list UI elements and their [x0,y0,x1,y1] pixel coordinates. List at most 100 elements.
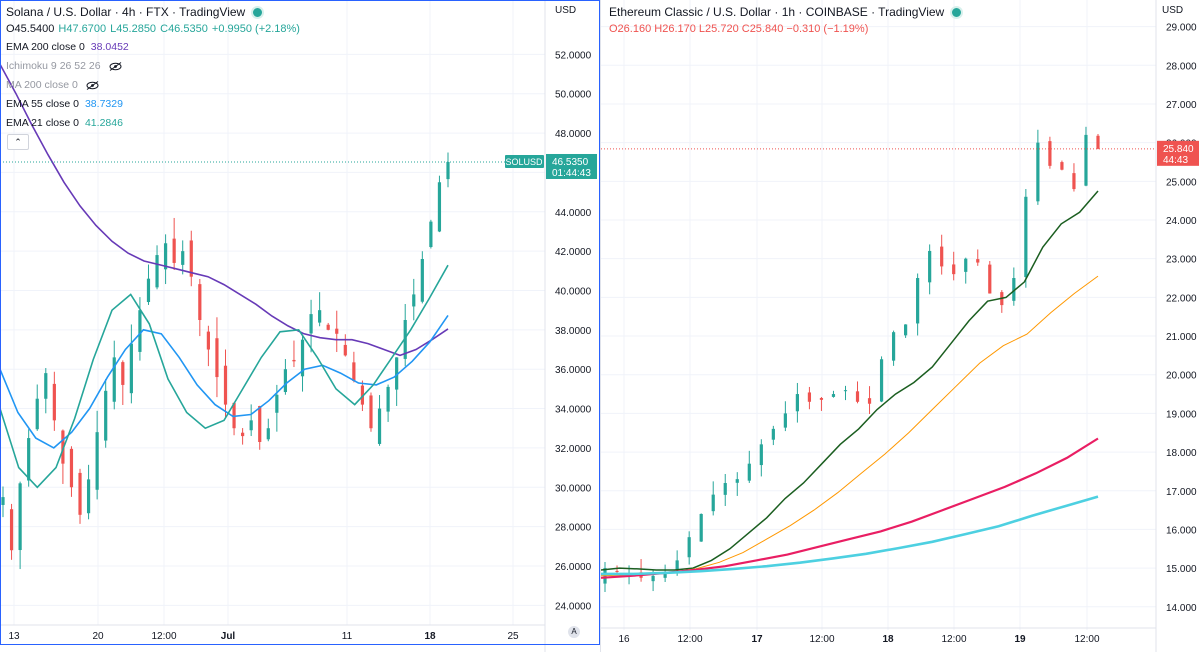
indicator-row[interactable]: EMA 55 close 0 38.7329 [6,98,123,110]
y-tick-label: 42.0000 [555,247,592,258]
candle-body [446,161,450,180]
candle-body [258,405,262,442]
candle-body [928,250,932,283]
candle-body [964,258,968,272]
candle-body [360,385,365,405]
chart-pane-ethereum-classic[interactable]: 14.000 15.000 16.000 17.000 18.000 19.000 20.0… [601,0,1200,652]
price-tag [546,153,597,179]
y-tick-label: 38.0000 [555,326,592,337]
collapse-legend-button[interactable]: ⌃ [7,134,29,150]
indicator-label: MA 200 close 0 [6,79,78,91]
candle-body [129,343,133,394]
active-pane-border [0,0,600,645]
y-tick-label: 19.000 [1166,409,1197,420]
candle-body [69,448,74,488]
ohlc-low: L45.2850 [110,23,157,35]
candle-body [1084,134,1088,186]
x-tick-label: 20 [92,631,104,642]
x-tick-label: 16 [618,634,630,645]
candle-body [163,243,168,270]
chart-pane-solana[interactable]: 24.0000 26.0000 28.0000 30.0000 32.0000 34.00… [0,0,600,652]
candle-body [916,278,920,324]
candle-body [283,369,288,393]
chart-title-text: Solana / U.S. Dollar · 4h · FTX · Tradin… [6,5,246,19]
candle-body [172,238,176,263]
candle-body [249,420,253,431]
candle-body [275,394,279,413]
ohlc-legend: O45.5400 H47.6700 L45.2850 C46.5350 +0.9… [6,23,300,35]
candle-body [369,395,373,429]
candles [603,126,1100,593]
eye-hidden-icon[interactable] [109,61,122,71]
x-tick-label: 13 [8,631,20,642]
y-tick-label: 30.0000 [555,483,592,494]
indicator-row[interactable]: EMA 21 close 0 41.2846 [6,117,123,129]
indicator-row[interactable]: EMA 200 close 0 38.0452 [6,41,129,53]
candle-body [78,472,82,515]
candle-body [27,438,31,481]
candle-body [831,394,836,397]
candle-body [747,463,751,481]
x-tick-label: 25 [507,631,519,642]
eye-hidden-icon[interactable] [86,80,99,90]
candle-body [429,221,433,248]
etc-chart-canvas[interactable]: 14.000 15.000 16.000 17.000 18.000 19.000 20.0… [601,0,1200,652]
y-tick-label: 23.000 [1166,255,1197,266]
countdown-text: 01:44:43 [552,168,591,179]
currency-label: USD [1162,5,1184,16]
candle-body [138,310,142,352]
candle-body [807,392,812,402]
x-tick-label: Jul [221,631,236,642]
candle-body [1060,162,1064,170]
candle-body [155,255,159,288]
candle-body [1036,142,1040,202]
candle-body [855,391,860,402]
pane-divider[interactable] [600,0,601,652]
candles [1,152,450,570]
currency-label: USD [555,5,577,16]
candle-body [86,479,91,514]
candle-body [952,264,956,275]
candle-body [309,314,313,334]
candle-body [403,320,407,359]
candle-body [711,494,715,512]
chart-title: Solana / U.S. Dollar · 4h · FTX · Tradin… [6,5,265,20]
candle-body [819,398,824,400]
candle-body [759,444,763,466]
candle-body [1012,278,1016,301]
x-tick-label: 18 [424,631,436,642]
y-tick-label: 44.0000 [555,208,592,219]
candle-body [343,344,347,356]
candle-body [61,430,65,464]
candle-body [904,324,908,336]
candle-body [121,362,125,385]
y-tick-label: 27.000 [1166,100,1197,111]
chart-title-text: Ethereum Classic / U.S. Dollar · 1h · CO… [609,5,945,19]
chart-title: Ethereum Classic / U.S. Dollar · 1h · CO… [609,5,964,20]
ohlc-change: −0.310 (−1.19%) [786,23,869,35]
indicator-label: EMA 55 close 0 [6,98,79,110]
ohlc-change: +0.9950 (+2.18%) [211,23,300,35]
candle-body [112,357,116,402]
countdown-text: 44:43 [1163,155,1188,166]
solana-chart-canvas[interactable]: 24.0000 26.0000 28.0000 30.0000 32.0000 34.00… [0,0,600,652]
indicator-label: Ichimoku 9 26 52 26 [6,60,101,72]
candle-body [395,357,399,390]
candle-body [377,408,382,444]
y-tick-label: 29.000 [1166,23,1197,34]
candle-body [687,537,691,558]
candle-body [783,413,787,428]
y-tick-label: 15.000 [1166,564,1197,575]
y-tick-label: 26.0000 [555,562,592,573]
indicator-row[interactable]: MA 200 close 0 [6,79,99,91]
candle-body [352,362,356,381]
candle-body [300,339,305,377]
y-tick-label: 48.0000 [555,129,592,140]
indicator-line [601,275,1099,577]
indicator-row[interactable]: Ichimoku 9 26 52 26 [6,60,122,72]
candle-body [843,390,848,392]
auto-scale-button[interactable]: A [568,626,580,638]
y-tick-label: 24.000 [1166,216,1197,227]
ohlc-high: H47.6700 [58,23,107,35]
y-tick-label: 52.0000 [555,50,592,61]
